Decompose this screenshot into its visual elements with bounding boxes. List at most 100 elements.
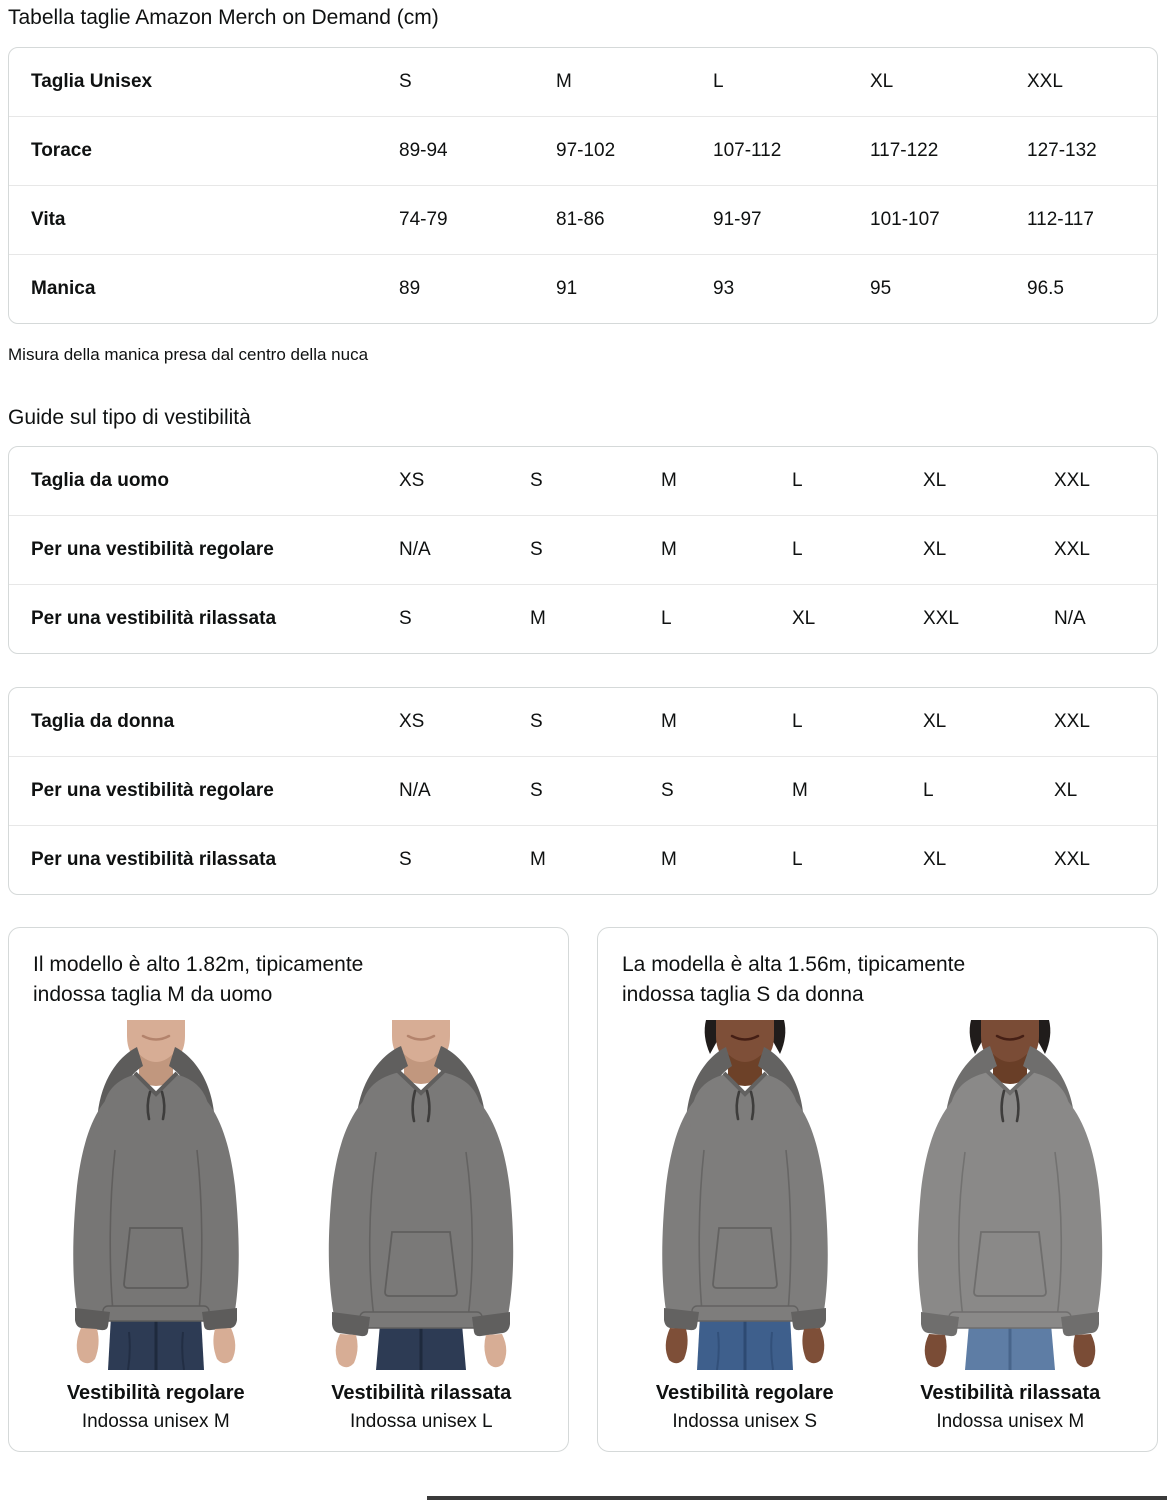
fit-type-label: Vestibilità rilassata	[331, 1382, 512, 1404]
size-value-cell: 127-132	[1027, 116, 1157, 186]
size-header-cell: XS	[399, 711, 425, 732]
model-figure: Vestibilità regolare Indossa unisex S	[612, 1020, 878, 1433]
size-header-cell: XXL	[1054, 711, 1090, 732]
table-row: Per una vestibilità regolare N/A S M L X…	[9, 515, 1157, 585]
bottom-cutoff-bar	[427, 1496, 1167, 1500]
size-header-cell: M	[661, 470, 677, 491]
table-row: Taglia Unisex S M L XL XXL	[9, 48, 1157, 117]
row-label-cell: Taglia da donna	[31, 711, 175, 732]
table-row: Torace 89-94 97-102 107-112 117-122 127-…	[9, 116, 1157, 186]
size-value-cell: M	[530, 825, 661, 894]
size-value-cell: 97-102	[556, 116, 713, 186]
size-value-cell: 107-112	[713, 116, 870, 186]
size-header-cell: XS	[399, 470, 425, 491]
size-header-cell: M	[556, 71, 572, 92]
size-value-cell: N/A	[1054, 584, 1157, 653]
size-value-cell: S	[530, 515, 661, 585]
size-value-cell: 91	[556, 254, 713, 323]
table-row: Per una vestibilità rilassata S M L XL X…	[9, 584, 1157, 653]
female-model-description: La modella è alta 1.56m, tipicamente ind…	[622, 953, 966, 1006]
row-label-cell: Per una vestibilità regolare	[9, 756, 399, 826]
size-value-cell: 112-117	[1027, 185, 1157, 255]
female-model-card: La modella è alta 1.56m, tipicamente ind…	[597, 927, 1158, 1452]
female-regular-fit-photo	[620, 1020, 870, 1370]
table-row: Taglia da uomo XS S M L XL XXL	[9, 447, 1157, 516]
model-figure: Vestibilità rilassata Indossa unisex L	[289, 1020, 555, 1433]
size-value-cell: XXL	[1054, 825, 1157, 894]
size-header-cell: L	[713, 71, 724, 92]
table-row: Vita 74-79 81-86 91-97 101-107 112-117	[9, 185, 1157, 255]
model-figure: Vestibilità rilassata Indossa unisex M	[878, 1020, 1144, 1433]
table-row: Per una vestibilità regolare N/A S S M L…	[9, 756, 1157, 826]
size-value-cell: 89	[399, 254, 556, 323]
size-value-cell: M	[661, 515, 792, 585]
size-value-cell: 81-86	[556, 185, 713, 255]
size-value-cell: 101-107	[870, 185, 1027, 255]
table-row: Per una vestibilità rilassata S M M L XL…	[9, 825, 1157, 894]
worn-size-label: Indossa unisex M	[936, 1411, 1085, 1432]
fit-type-label: Vestibilità rilassata	[920, 1382, 1101, 1404]
size-header-cell: XL	[923, 470, 947, 491]
male-model-description: Il modello è alto 1.82m, tipicamente ind…	[33, 953, 364, 1006]
size-value-cell: XL	[1054, 756, 1157, 826]
mens-fit-table: Taglia da uomo XS S M L XL XXL Per una v…	[8, 446, 1158, 654]
row-label-cell: Per una vestibilità rilassata	[9, 584, 399, 653]
male-relaxed-fit-photo	[296, 1020, 546, 1370]
row-label-cell: Manica	[9, 254, 399, 323]
row-label-cell: Torace	[9, 116, 399, 186]
size-value-cell: S	[661, 756, 792, 826]
row-label-cell: Taglia Unisex	[31, 71, 153, 92]
sleeve-measure-note: Misura della manica presa dal centro del…	[8, 345, 369, 364]
womens-fit-table: Taglia da donna XS S M L XL XXL Per una …	[8, 687, 1158, 895]
size-value-cell: L	[661, 584, 792, 653]
male-regular-fit-photo	[31, 1020, 281, 1370]
size-value-cell: 96.5	[1027, 254, 1157, 323]
table-row: Taglia da donna XS S M L XL XXL	[9, 688, 1157, 757]
unisex-size-table: Taglia Unisex S M L XL XXL Torace 89-94 …	[8, 47, 1158, 324]
size-value-cell: N/A	[399, 756, 530, 826]
size-header-cell: XXL	[1027, 71, 1063, 92]
fit-guide-title: Guide sul tipo di vestibilità	[8, 406, 251, 429]
row-label-cell: Vita	[9, 185, 399, 255]
page-title: Tabella taglie Amazon Merch on Demand (c…	[8, 6, 439, 29]
size-header-cell: XXL	[1054, 470, 1090, 491]
size-header-cell: S	[399, 71, 412, 92]
size-value-cell: L	[792, 515, 923, 585]
row-label-cell: Per una vestibilità rilassata	[9, 825, 399, 894]
worn-size-label: Indossa unisex S	[672, 1411, 818, 1432]
size-value-cell: S	[399, 584, 530, 653]
row-label-cell: Taglia da uomo	[31, 470, 169, 491]
size-header-cell: S	[530, 711, 543, 732]
size-value-cell: XL	[923, 515, 1054, 585]
size-value-cell: S	[399, 825, 530, 894]
row-label-cell: Per una vestibilità regolare	[9, 515, 399, 585]
size-value-cell: 95	[870, 254, 1027, 323]
fit-type-label: Vestibilità regolare	[66, 1382, 245, 1404]
size-value-cell: XL	[792, 584, 923, 653]
fit-type-label: Vestibilità regolare	[655, 1382, 834, 1404]
size-header-cell: XL	[870, 71, 894, 92]
male-model-card: Il modello è alto 1.82m, tipicamente ind…	[8, 927, 569, 1452]
size-value-cell: XL	[923, 825, 1054, 894]
size-value-cell: 93	[713, 254, 870, 323]
size-header-cell: L	[792, 470, 803, 491]
size-value-cell: 89-94	[399, 116, 556, 186]
size-value-cell: XXL	[1054, 515, 1157, 585]
worn-size-label: Indossa unisex L	[349, 1411, 493, 1432]
size-value-cell: N/A	[399, 515, 530, 585]
model-figure: Vestibilità regolare Indossa unisex M	[23, 1020, 289, 1433]
size-value-cell: L	[923, 756, 1054, 826]
size-header-cell: S	[530, 470, 543, 491]
size-value-cell: 117-122	[870, 116, 1027, 186]
size-value-cell: L	[792, 825, 923, 894]
table-row: Manica 89 91 93 95 96.5	[9, 254, 1157, 323]
size-header-cell: M	[661, 711, 677, 732]
size-value-cell: XXL	[923, 584, 1054, 653]
size-value-cell: M	[661, 825, 792, 894]
size-value-cell: 91-97	[713, 185, 870, 255]
size-header-cell: XL	[923, 711, 947, 732]
size-value-cell: S	[530, 756, 661, 826]
female-relaxed-fit-photo	[885, 1020, 1135, 1370]
size-header-cell: L	[792, 711, 803, 732]
